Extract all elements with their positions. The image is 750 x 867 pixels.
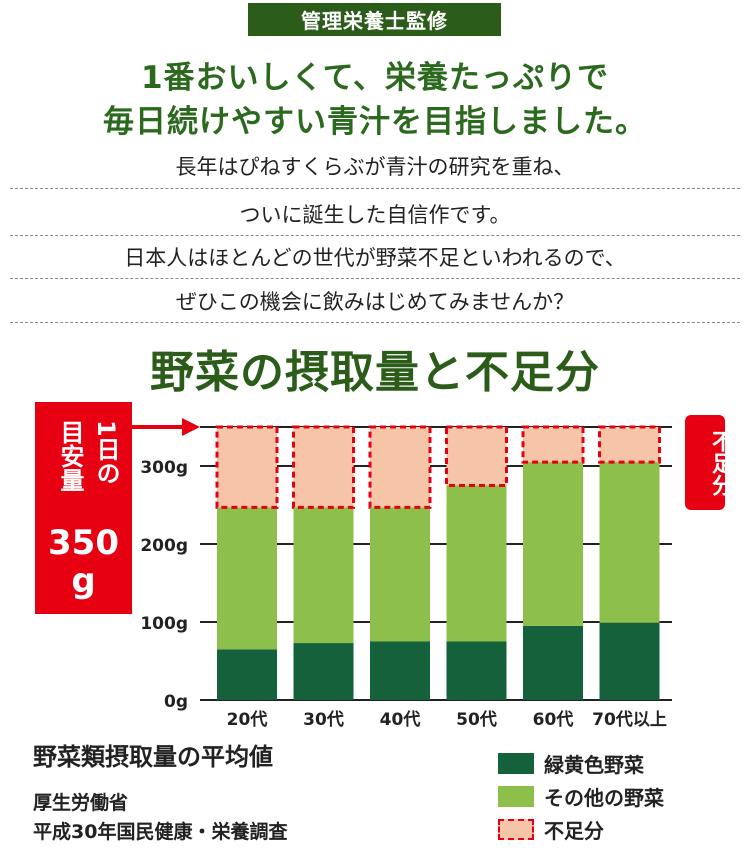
bar-other (599, 462, 660, 623)
x-tick-label: 40代 (380, 709, 421, 730)
body-line-4: ぜひこの機会に飲みはじめてみませんか？ (175, 290, 575, 314)
source-line-2: 平成30年国民健康・栄養調査 (33, 821, 288, 843)
bar-other (446, 485, 507, 642)
x-tick-label: 20代 (227, 709, 268, 730)
bar-shortfall (445, 425, 508, 487)
headline-line-2: 毎日続けやすい青汁を目指しました。 (103, 104, 647, 140)
target-value: 350 (48, 523, 119, 563)
bar-other (217, 507, 277, 650)
bar-other (523, 462, 583, 626)
y-tick-label: 0g (164, 692, 188, 712)
y-tick-label: 100g (140, 614, 188, 634)
bar-shortfall (292, 425, 355, 509)
bar-shortfall (598, 425, 661, 464)
bar-green-yellow (370, 641, 430, 700)
divider (10, 278, 740, 279)
target-unit: g (71, 561, 96, 601)
legend-swatch (498, 785, 534, 807)
bar-shortfall (521, 425, 585, 464)
legend-swatch (498, 818, 534, 840)
body-line-1: 長年はぴねすくらぶが青汁の研究を重ね、 (175, 155, 575, 179)
bar-green-yellow (523, 625, 583, 700)
shortfall-callout-text: 不足分 (708, 430, 733, 496)
supervision-badge: 管理栄養士監修 (248, 3, 501, 36)
bar-shortfall (368, 425, 432, 509)
x-tick-label: 50代 (456, 709, 497, 730)
legend-label: 不足分 (544, 818, 604, 843)
target-arrow-head (182, 418, 200, 436)
legend-label: その他の野菜 (544, 785, 664, 810)
y-tick-label: 200g (140, 536, 188, 556)
bar-other (370, 507, 430, 642)
target-line-1: 1日の (92, 420, 120, 485)
x-tick-label: 70代以上 (592, 709, 667, 730)
y-tick-label: 300g (140, 458, 188, 478)
bar-green-yellow (217, 649, 277, 700)
divider (10, 188, 740, 189)
bar-green-yellow (293, 643, 354, 700)
legend-swatch (498, 752, 534, 774)
legend-item-shortfall: 不足分 (498, 815, 604, 843)
legend-item-green-yellow: 緑黄色野菜 (498, 749, 644, 777)
daily-target-label: 目安量 1日の 350 g (35, 402, 132, 614)
section-title: 野菜の摂取量と不足分 (150, 347, 600, 398)
legend-label: 緑黄色野菜 (544, 752, 644, 777)
bar-shortfall (215, 425, 279, 509)
body-line-2: ついに誕生した自信作です。 (239, 203, 511, 227)
divider (10, 235, 740, 236)
x-tick-label: 60代 (533, 709, 574, 730)
bar-green-yellow (599, 622, 660, 700)
legend-item-other: その他の野菜 (498, 782, 664, 810)
body-line-3: 日本人はほとんどの世代が野菜不足といわれるので、 (124, 246, 626, 270)
target-line-2: 目安量 (56, 420, 84, 492)
shortfall-callout: 不足分 (685, 415, 733, 510)
bar-green-yellow (446, 641, 507, 700)
source-title: 野菜類摂取量の平均値 (33, 743, 273, 771)
source-line-1: 厚生労働省 (33, 792, 129, 814)
bar-other (293, 507, 354, 644)
divider (10, 322, 740, 323)
headline-line-1: 1番おいしくて、栄養たっぷりで (140, 60, 610, 96)
x-tick-label: 30代 (303, 709, 344, 730)
